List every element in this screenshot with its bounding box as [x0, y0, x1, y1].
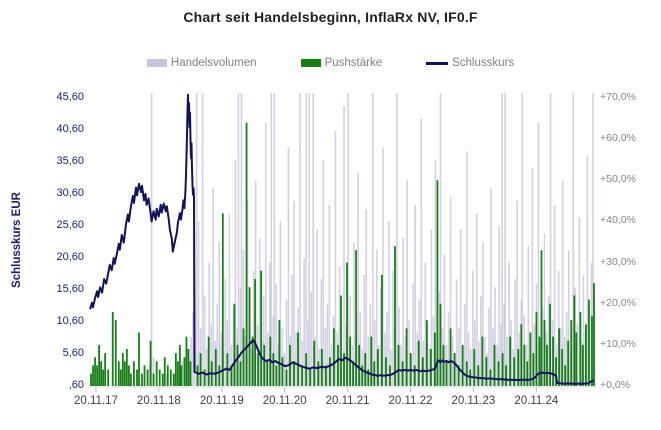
x-axis-tick-label: 20.11.24: [514, 395, 559, 407]
legend-label: Schlusskurs: [452, 57, 515, 69]
x-axis-tick-label: 20.11.20: [262, 395, 307, 407]
plot-area: [88, 93, 597, 392]
left-axis-title: Schlusskurs EUR: [11, 192, 23, 288]
x-axis-tick-label: 20.11.21: [325, 395, 370, 407]
left-axis-tick-label: 40,60: [56, 122, 84, 135]
legend-item-handelsvolumen: Handelsvolumen: [146, 57, 257, 69]
legend-label: Pushstärke: [324, 57, 383, 69]
left-axis-tick-label: 10,60: [56, 314, 84, 327]
left-axis-tick-label: 15,60: [56, 282, 84, 295]
left-axis-tick-label: 45,60: [56, 91, 84, 103]
legend-item-schlusskurs: Schlusskurs: [426, 57, 514, 69]
left-axis-tick-label: 35,60: [56, 154, 84, 167]
pushstaerke-swatch-icon: [300, 59, 321, 67]
legend-label: Handelsvolumen: [170, 57, 257, 69]
x-axis-tick-label: 20.11.19: [199, 395, 244, 407]
right-axis-tick-label: +50,0%: [600, 173, 636, 186]
right-axis-tick-label: +10,0%: [600, 337, 636, 350]
left-axis-tick-label: 30,60: [56, 186, 84, 199]
x-axis-tick-label: 20.11.17: [74, 395, 118, 407]
left-axis-tick-label: 5,60: [62, 346, 84, 359]
schlusskurs-line: [89, 93, 595, 385]
left-axis-tick-label: 25,60: [56, 218, 84, 231]
right-axis-tick-label: +0,0%: [600, 378, 631, 391]
right-axis-tick-label: +60,0%: [600, 132, 636, 145]
left-axis-tick-label: ,60: [68, 378, 84, 391]
x-axis-tick-label: 20.11.18: [136, 395, 181, 407]
handelsvolumen-swatch-icon: [146, 59, 167, 67]
right-axis-tick-label: +20,0%: [600, 296, 636, 309]
left-axis-tick-label: 20,60: [56, 250, 84, 263]
handelsvolumen-bars: [111, 93, 596, 386]
legend-item-pushstaerke: Pushstärke: [300, 57, 383, 69]
chart-legend: Handelsvolumen Pushstärke Schlusskurs: [0, 57, 661, 69]
pushstaerke-bars: [90, 122, 595, 386]
chart-title: Chart seit Handelsbeginn, InflaRx NV, IF…: [183, 9, 478, 25]
schlusskurs-swatch-icon: [426, 61, 449, 65]
x-axis-tick-label: 20.11.23: [451, 395, 496, 407]
x-axis-line: [88, 386, 597, 392]
right-axis-tick-label: +70,0%: [600, 91, 636, 103]
right-axis-tick-label: +30,0%: [600, 255, 636, 268]
right-axis-tick-label: +40,0%: [600, 214, 636, 227]
x-axis-tick-label: 20.11.22: [388, 395, 433, 407]
